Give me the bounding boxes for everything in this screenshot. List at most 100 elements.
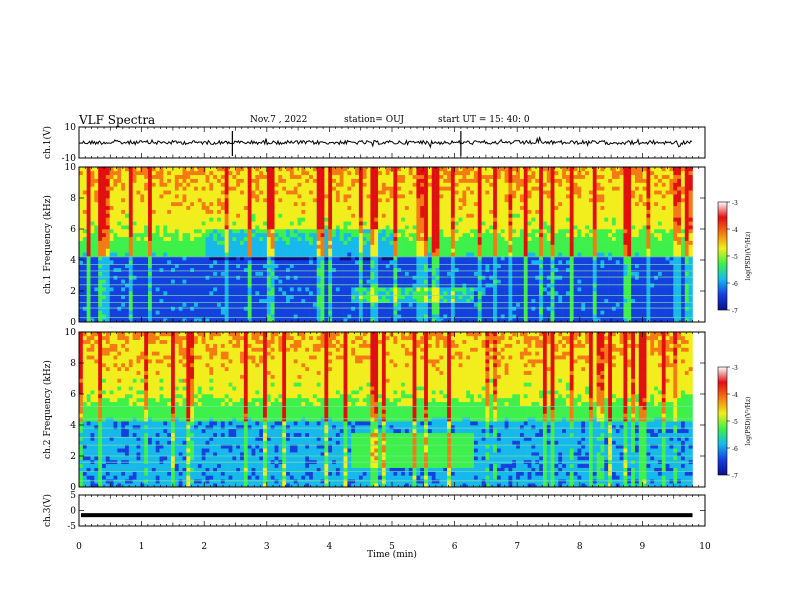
spectrogram-cell — [79, 260, 84, 265]
spectrogram-cell — [381, 279, 387, 284]
spectrogram-cell — [282, 190, 287, 195]
spectrogram-cell — [508, 167, 513, 172]
spectrogram-cell — [466, 236, 471, 241]
spectrogram-cell — [178, 167, 183, 172]
spectrogram-cell — [117, 279, 122, 284]
spectrogram-cell — [240, 291, 245, 296]
spectrogram-cell — [109, 201, 114, 207]
spectrogram-cell — [431, 167, 436, 172]
spectrogram-cell — [343, 302, 348, 307]
spectrogram-cell — [297, 229, 302, 234]
spectrogram-cell — [335, 306, 341, 311]
spectrogram-cell — [358, 170, 364, 176]
spectrogram-cell — [512, 291, 517, 296]
spectrogram-cell — [355, 248, 360, 253]
spectrogram-cell — [79, 213, 84, 218]
spectrogram-cell — [190, 170, 195, 176]
spectrogram-cell — [493, 186, 498, 191]
spectrogram-cell — [151, 174, 156, 179]
spectrogram-cell — [251, 275, 256, 280]
spectrogram-cell — [316, 271, 321, 276]
spectrogram-cell — [332, 275, 337, 280]
spectrogram-cell — [228, 201, 233, 207]
spectrogram-cell — [431, 291, 436, 296]
spectrogram-cell — [531, 240, 536, 245]
spectrogram-cell — [82, 298, 87, 303]
spectrogram-cell — [263, 279, 268, 284]
spectrogram-cell — [462, 221, 467, 226]
spectrogram-cell — [182, 209, 187, 214]
spectrogram-cell — [270, 267, 275, 272]
spectrogram-cell — [485, 167, 490, 172]
spectrogram-cell — [431, 209, 436, 214]
spectrogram-cell — [79, 263, 84, 269]
spectrogram-cell — [209, 318, 214, 323]
spectrogram-cell — [266, 287, 272, 292]
spectrogram-cell — [117, 260, 122, 265]
spectrogram-cell — [500, 283, 505, 288]
spectrogram-cell — [86, 256, 91, 261]
spectrogram-cell — [217, 256, 222, 261]
spectrogram-cell — [366, 302, 371, 307]
spectrogram-cell — [332, 229, 337, 234]
spectrogram-cell — [454, 182, 459, 187]
spectrogram-cell — [286, 287, 291, 292]
spectrogram-cell — [305, 232, 310, 238]
spectrogram-cell — [286, 178, 291, 183]
spectrogram-cell — [473, 217, 479, 222]
spectrogram-cell — [113, 198, 118, 203]
spectrogram-cell — [523, 271, 528, 276]
spectrogram-cell — [504, 287, 509, 292]
spectrogram-cell — [259, 190, 264, 195]
spectrogram-cell — [102, 209, 107, 214]
spectrogram-cell — [454, 240, 459, 245]
spectrogram-cell — [209, 256, 214, 261]
spectrogram-cell — [163, 229, 168, 234]
spectrogram-cell — [362, 318, 367, 323]
spectrogram-cell — [278, 167, 283, 172]
spectrogram-cell — [481, 209, 486, 214]
spectrogram-cell — [228, 271, 233, 276]
spectrogram-cell — [512, 271, 517, 276]
spectrogram-cell — [270, 217, 275, 222]
spectrogram-cell — [335, 213, 341, 218]
spectrogram-cell — [125, 229, 130, 234]
spectrogram-cell — [309, 225, 314, 230]
spectrogram-cell — [190, 248, 195, 253]
spectrogram-cell — [240, 229, 245, 234]
spectrogram-cell — [435, 260, 440, 265]
spectrogram-cell — [82, 306, 87, 311]
spectrogram-cell — [496, 178, 502, 183]
spectrogram-cell — [385, 174, 390, 179]
spectrogram-cell — [332, 190, 337, 195]
spectrogram-cell — [79, 205, 84, 210]
spectrogram-cell — [236, 229, 241, 234]
spectrogram-cell — [439, 182, 444, 187]
spectrogram-cell — [316, 263, 321, 269]
spectrogram-cell — [485, 248, 490, 253]
spectrogram-cell — [109, 205, 114, 210]
spectrogram-cell — [289, 283, 295, 288]
spectrogram-cell — [140, 225, 145, 230]
spectrogram-cell — [339, 302, 344, 307]
spectrogram-cell — [98, 256, 103, 261]
spectrogram-cell — [105, 310, 110, 315]
spectrogram-cell — [378, 244, 383, 249]
spectrogram-cell — [255, 248, 260, 253]
spectrogram-cell — [282, 256, 287, 261]
spectrogram-cell — [132, 198, 137, 203]
spectrogram-cell — [320, 294, 325, 300]
spectrogram-cell — [113, 298, 118, 303]
spectrogram-cell — [328, 232, 333, 238]
spectrogram-cell — [496, 263, 502, 269]
spectrogram-cell — [151, 287, 156, 292]
spectrogram-cell — [408, 232, 413, 238]
spectrogram-cell — [117, 178, 122, 183]
spectrogram-cell — [458, 267, 463, 272]
spectrogram-cell — [519, 298, 525, 303]
spectrogram-cell — [374, 314, 379, 319]
spectrogram-cell — [255, 271, 260, 276]
spectrogram-cell — [401, 170, 406, 176]
spectrogram-cell — [209, 275, 214, 280]
